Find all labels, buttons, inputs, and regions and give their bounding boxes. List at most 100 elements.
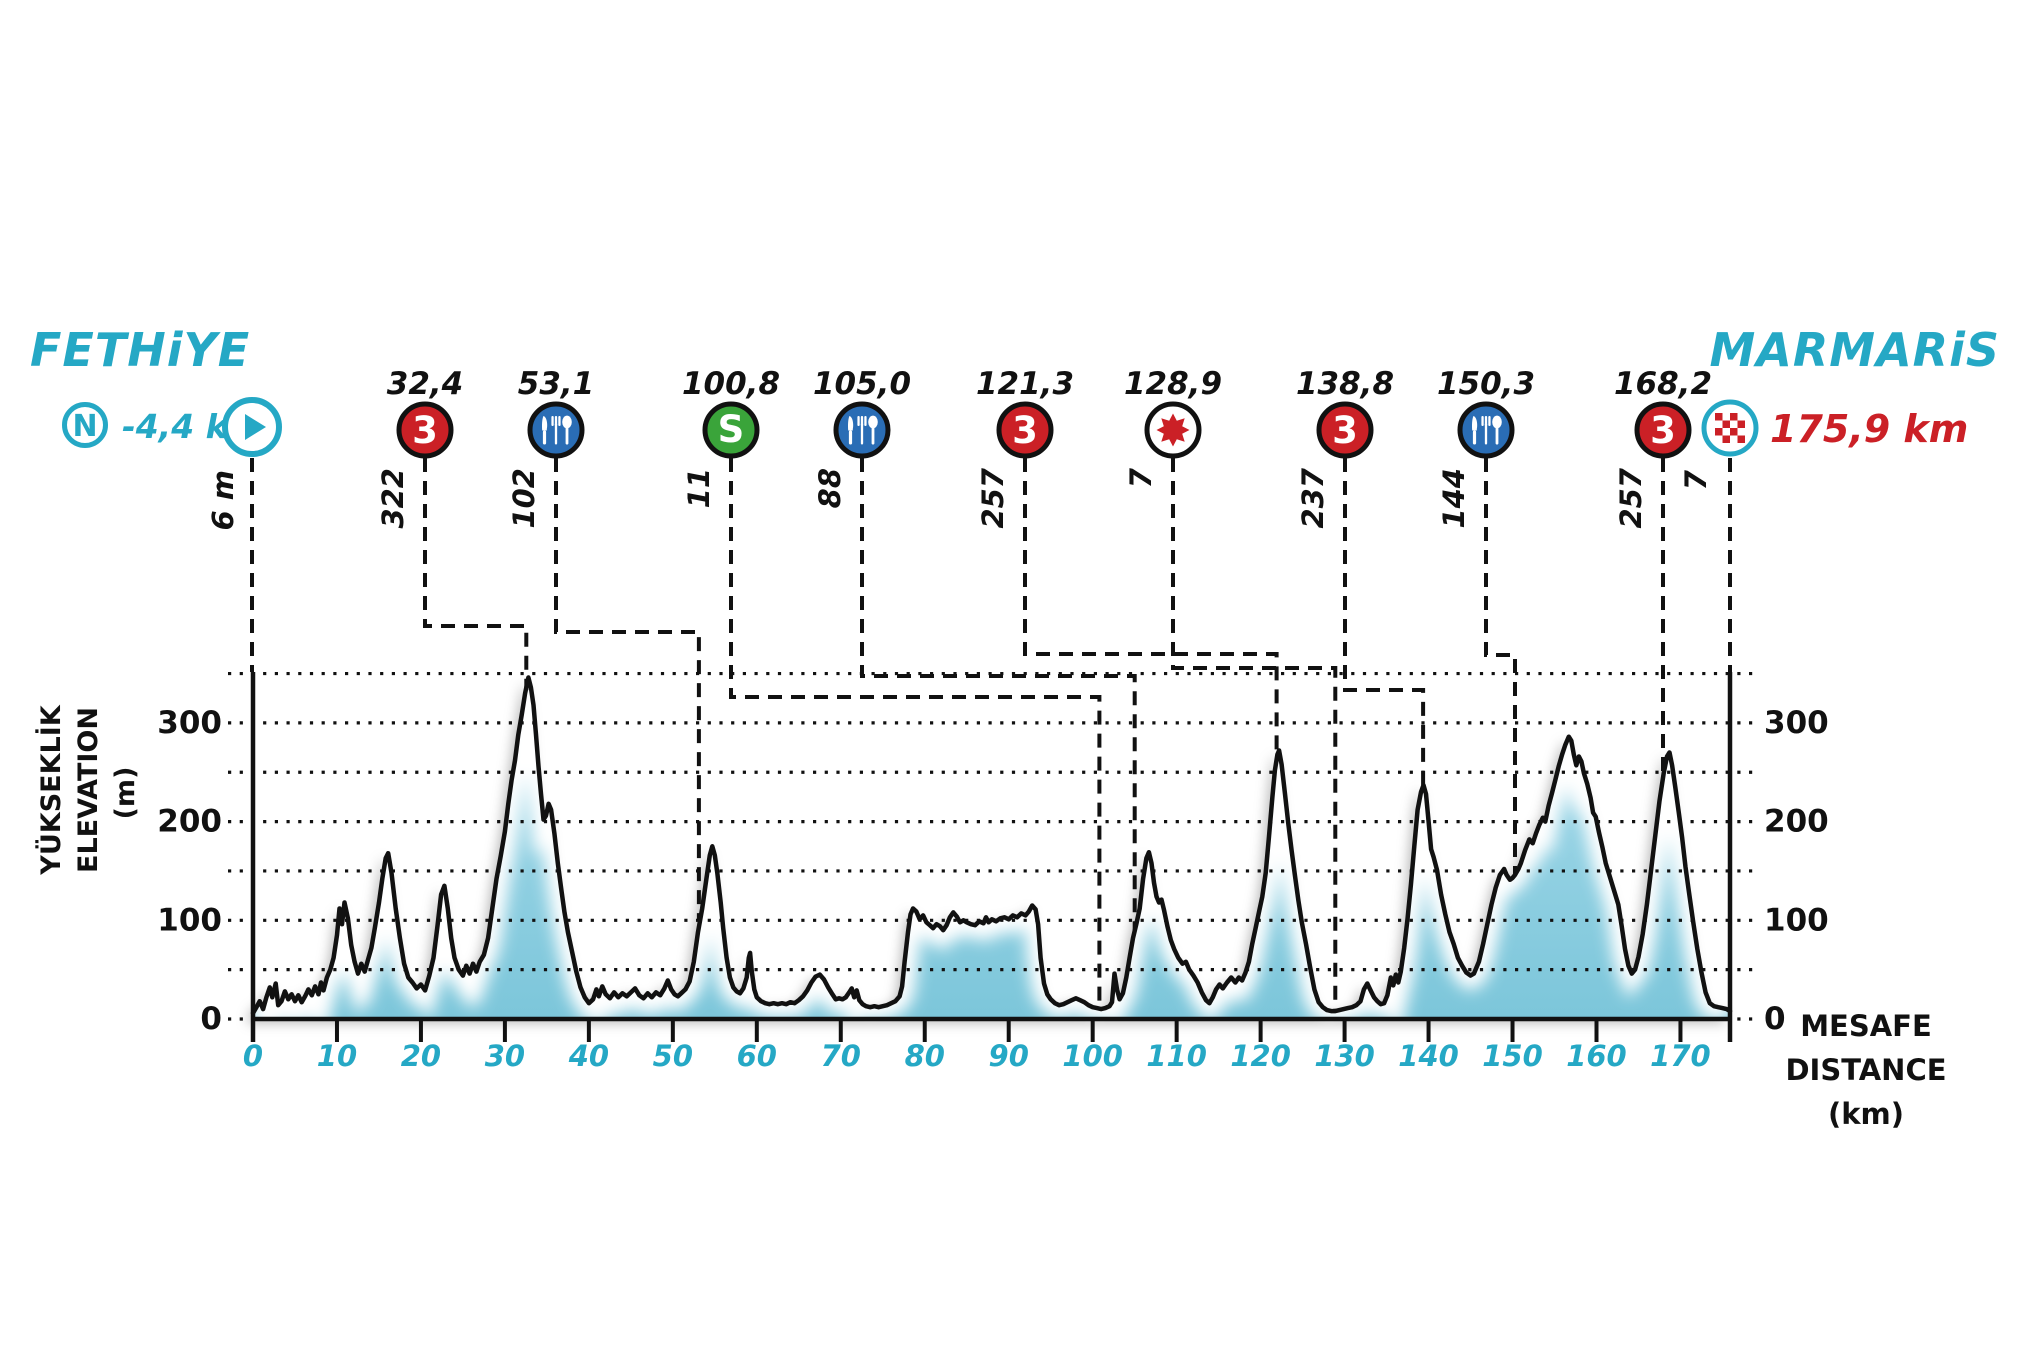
cat3-climb-icon: [996, 401, 1054, 459]
y-axis-title-line2: ELEVATION: [73, 707, 104, 873]
marker-connector-32_4: [423, 458, 529, 691]
cat3-climb-icon: [1634, 401, 1692, 459]
x-tick-label-170: 170: [1650, 1039, 1711, 1073]
marker-connector-128_9: [1171, 458, 1338, 1012]
marker-elevation-label: 7: [1124, 467, 1158, 488]
finish-checker-square: [1722, 435, 1730, 443]
x-tick-label-60: 60: [737, 1039, 777, 1073]
finish-checker-pattern: [1715, 413, 1745, 443]
marker-feed_zone-53_1: 53,1 102: [507, 366, 594, 529]
x-tick-label-130: 130: [1314, 1039, 1375, 1073]
marker-distance-label: 100,8: [682, 366, 780, 402]
marker-distance-label: 138,8: [1296, 366, 1394, 402]
y-tick-label-right-100: 100: [1764, 902, 1829, 938]
neutral-start-letter: N: [72, 409, 97, 444]
y-tick-label-right-300: 300: [1764, 705, 1829, 741]
finish-checker-square: [1715, 413, 1723, 421]
x-tick-label-20: 20: [401, 1039, 441, 1073]
y-tick-label-left-300: 300: [157, 705, 222, 741]
y-tick-label-left-200: 200: [157, 804, 222, 840]
marker-elevation-label: 88: [813, 468, 847, 508]
x-tick-label-150: 150: [1482, 1039, 1543, 1073]
marker-elevation-label: 144: [1437, 468, 1471, 529]
x-tick-label-80: 80: [905, 1039, 945, 1073]
finish-elevation-label: 7: [1679, 469, 1713, 490]
finish-city-title: MARMARiS: [1710, 323, 2001, 377]
x-tick-label-0: 0: [243, 1039, 263, 1073]
start-play-triangle-icon: [245, 414, 266, 440]
total-distance-label: 175,9 km: [1770, 407, 1968, 451]
marker-distance-label: 105,0: [813, 366, 911, 402]
marker-sprint-100_8: 100,8 11S: [682, 366, 780, 508]
finish-checker-square: [1715, 428, 1723, 436]
y-axis-title-unit: (m): [110, 767, 141, 820]
y-axis-title: YÜKSEKLİK ELEVATION (m): [34, 704, 141, 875]
y-axis-title-line1: YÜKSEKLİK: [34, 704, 67, 875]
cat3-climb-icon: [1316, 401, 1374, 459]
marker-elevation-label: 257: [976, 467, 1010, 528]
x-tick-label-70: 70: [821, 1039, 861, 1073]
finish-checker-square: [1730, 428, 1738, 436]
bonus-sprint-star-icon: [1156, 413, 1190, 447]
marker-distance-label: 121,3: [976, 366, 1074, 402]
start-elevation-label: 6 m: [206, 470, 240, 531]
marker-connector-150_3: [1484, 458, 1517, 875]
cat3-climb-icon: [396, 401, 454, 459]
x-tick-label-100: 100: [1062, 1039, 1123, 1073]
marker-distance-label: 168,2: [1614, 366, 1712, 402]
marker-distance-label: 150,3: [1437, 366, 1535, 402]
x-tick-label-160: 160: [1566, 1039, 1627, 1073]
marker-connector-100_8: [729, 458, 1102, 1009]
x-axis-title-line2: DISTANCE: [1785, 1053, 1946, 1087]
y-tick-label-right-0: 0: [1764, 1001, 1786, 1037]
cutlery-icon: [542, 415, 572, 445]
marker-feed_zone-150_3: 150,3 144: [1437, 366, 1535, 529]
cat3-climb-number: 3: [1332, 409, 1358, 452]
cutlery-icon: [1472, 415, 1502, 445]
marker-connector-121_3: [1023, 458, 1279, 757]
x-tick-label-30: 30: [485, 1039, 525, 1073]
neutral-start-icon: [62, 402, 108, 448]
elevation-profile-line: [250, 675, 1733, 1016]
start-group: 6 m: [206, 397, 282, 531]
marker-elevation-label: 237: [1296, 467, 1330, 528]
marker-elevation-label: 102: [507, 468, 541, 529]
marker-distance-label: 53,1: [518, 366, 595, 402]
y-tick-label-left-0: 0: [200, 1001, 222, 1037]
x-tick-label-40: 40: [568, 1039, 609, 1073]
x-tick-label-140: 140: [1398, 1039, 1459, 1073]
sprint-letter: S: [718, 408, 745, 451]
marker-elevation-label: 11: [682, 468, 716, 508]
marker-feed_zone-105_0: 105,0 88: [813, 366, 911, 508]
cutlery-icon: [848, 415, 878, 445]
x-tick-label-50: 50: [653, 1039, 693, 1073]
marker-connector-53_1: [554, 458, 701, 921]
x-tick-label-10: 10: [317, 1039, 357, 1073]
marker-bonus_sprint-128_9: 128,97: [1124, 366, 1222, 488]
finish-checker-square: [1737, 420, 1745, 428]
x-tick-label-110: 110: [1146, 1039, 1207, 1073]
finish-checker-square: [1737, 435, 1745, 443]
marker-connector-138_8: [1343, 458, 1426, 788]
cat3-climb-number: 3: [412, 409, 438, 452]
cat3-climb-number: 3: [1650, 409, 1676, 452]
x-axis-title-line1: MESAFE: [1800, 1009, 1932, 1043]
x-tick-label-120: 120: [1230, 1039, 1291, 1073]
finish-checker-square: [1722, 420, 1730, 428]
finish-checker-square: [1730, 413, 1738, 421]
x-axis-title-unit: (km): [1828, 1097, 1904, 1131]
sprint-icon: [702, 401, 760, 459]
finish-group: 7 175,9 km: [1679, 399, 1968, 490]
x-axis-title: MESAFE DISTANCE (km): [1785, 1009, 1946, 1131]
start-city-title: FETHiYE: [30, 323, 250, 377]
marker-distance-label: 32,4: [387, 366, 464, 402]
cat3-climb-number: 3: [1012, 409, 1038, 452]
marker-elevation-label: 322: [376, 468, 410, 529]
marker-connector-105_0: [860, 458, 1137, 931]
